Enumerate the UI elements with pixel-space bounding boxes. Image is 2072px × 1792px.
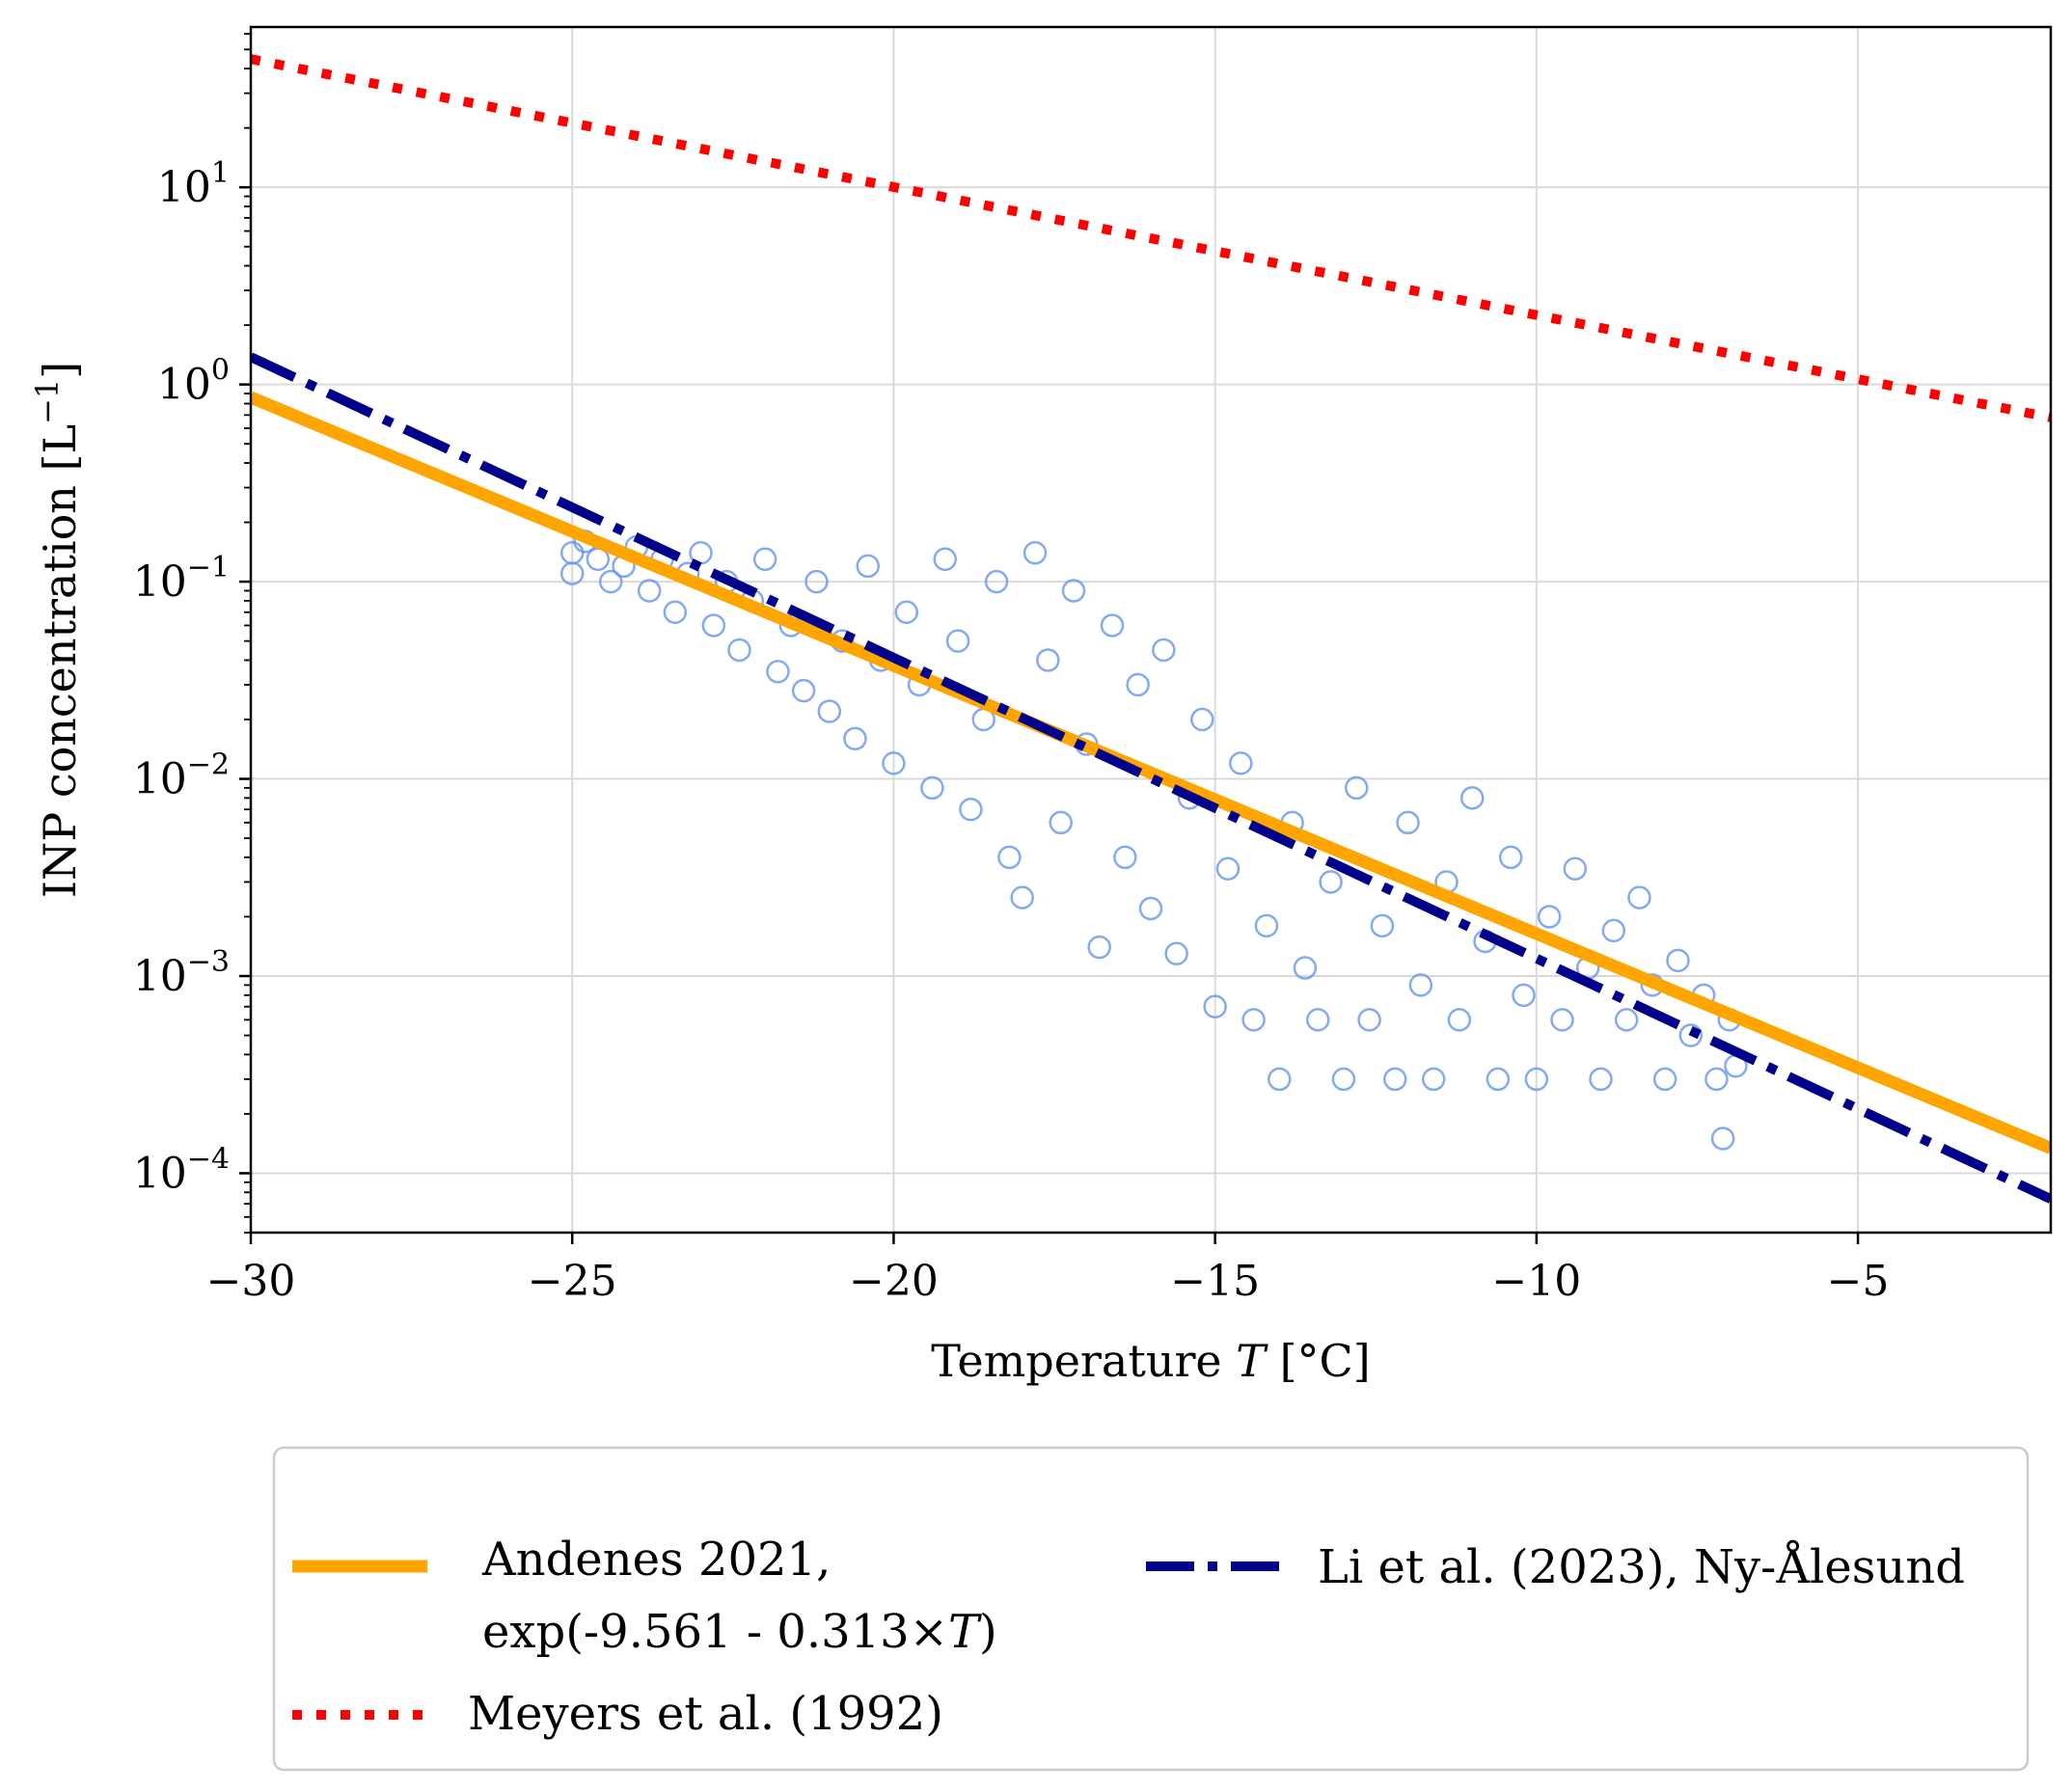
scatter-point [1022, 540, 1048, 565]
scatter-point [984, 569, 1009, 594]
scatter-point [882, 751, 906, 775]
x-tick-label: −30 [206, 1257, 296, 1306]
scatter-point [1331, 1067, 1356, 1092]
scatter-point [1678, 1023, 1704, 1047]
line-andenes-2021 [251, 392, 2051, 1154]
scatter-point [766, 660, 790, 684]
scatter-point [1152, 638, 1176, 663]
y-tick-label: 100 [157, 354, 230, 410]
scatter-point [1382, 1067, 1407, 1092]
scatter-point [1408, 973, 1433, 997]
scatter-point [1512, 983, 1536, 1008]
scatter-point [997, 845, 1022, 870]
y-tick-label: 101 [157, 156, 230, 212]
scatter-point [843, 726, 867, 751]
x-tick-label: −5 [1827, 1257, 1890, 1306]
line-meyers-1992 [251, 54, 2051, 422]
scatter-point [1345, 775, 1369, 801]
x-tick-label: −20 [849, 1257, 939, 1306]
scatter-point [1241, 1008, 1266, 1032]
scatter-point [1138, 896, 1163, 921]
scatter-point [1203, 994, 1227, 1018]
scatter-point [1229, 751, 1253, 775]
line-li-2023 [251, 352, 2051, 1204]
scatter-point [1215, 856, 1240, 882]
legend: Andenes 2021, exp(-9.561 - 0.313×T) Meye… [272, 1446, 2030, 1772]
scatter-point [1447, 1008, 1472, 1032]
scatter-point [1190, 707, 1214, 732]
x-tick-label: −15 [1170, 1257, 1260, 1306]
scatter-point [817, 699, 842, 723]
y-axis-label: INP concentration [L−1] [29, 362, 86, 898]
scatter-point [945, 629, 970, 653]
scatter-point [1100, 613, 1125, 638]
scatter-point [1254, 913, 1279, 938]
scatter-series [559, 529, 1748, 1151]
scatter-point [933, 547, 957, 572]
scatter-point [1614, 1008, 1639, 1032]
scatter-point [1396, 810, 1420, 835]
scatter-point [559, 561, 585, 585]
legend-label-andenes-line1: Andenes 2021, [481, 1533, 831, 1587]
scatter-point [1550, 1008, 1574, 1032]
scatter-point [1113, 845, 1137, 870]
scatter-point [1126, 672, 1150, 697]
scatter-point [1563, 856, 1588, 882]
scatter-point [1319, 870, 1343, 894]
scatter-point [1666, 948, 1690, 973]
x-tick-label: −10 [1491, 1257, 1581, 1306]
scatter-point [804, 569, 829, 594]
scatter-point [1589, 1067, 1613, 1092]
scatter-point [663, 600, 688, 625]
scatter-point [1704, 1067, 1729, 1092]
x-tick-label: −25 [528, 1257, 617, 1306]
scatter-point [1357, 1008, 1381, 1032]
scatter-point [1061, 579, 1086, 603]
legend-label-li: Li et al. (2023), Ny-Ålesund [1318, 1539, 1965, 1594]
legend-frame [272, 1446, 2030, 1772]
scatter-point [1036, 648, 1060, 672]
plot-frame [249, 25, 2053, 1235]
scatter-point [598, 569, 623, 594]
legend-label-meyers: Meyers et al. (1992) [468, 1687, 943, 1741]
scatter-point [1537, 905, 1562, 929]
scatter-point [1010, 885, 1034, 910]
scatter-point [920, 775, 944, 801]
scatter-point [1486, 1067, 1511, 1092]
y-tick-label: 10−1 [133, 551, 230, 607]
scatter-point [959, 797, 983, 822]
scatter-point [1293, 956, 1318, 980]
scatter-point [1049, 810, 1073, 835]
scatter-point [1459, 786, 1485, 810]
scatter-point [1710, 1127, 1735, 1151]
y-tick-label: 10−3 [133, 945, 230, 1001]
line-series [251, 54, 2051, 1204]
legend-label-andenes-line2: exp(-9.561 - 0.313×T) [482, 1605, 997, 1659]
scatter-point [1524, 1067, 1549, 1092]
scatter-point [856, 554, 881, 579]
scatter-point [791, 678, 816, 703]
scatter-point [637, 579, 662, 603]
scatter-point [1087, 935, 1111, 960]
plot-area [251, 54, 2051, 1204]
y-tick-label: 10−2 [133, 748, 230, 804]
scatter-point [1601, 918, 1626, 943]
scatter-point [1627, 885, 1651, 910]
scatter-point [1306, 1008, 1330, 1032]
scatter-point [1164, 941, 1188, 965]
axis-ticks: −30 −25 −20 −15 −10 −5 10−4 10−3 10−2 10−1 100 101 [133, 33, 1890, 1306]
scatter-point [1498, 845, 1523, 870]
grid [250, 27, 2051, 1233]
scatter-point [1370, 913, 1395, 938]
scatter-point [894, 600, 919, 625]
scatter-point [1421, 1067, 1446, 1092]
scatter-point [1652, 1067, 1677, 1092]
scatter-point [701, 613, 726, 638]
x-axis-label: Temperature T [°C] [931, 1335, 1370, 1387]
scatter-point [1268, 1067, 1292, 1092]
y-tick-label: 10−4 [133, 1142, 230, 1198]
scatter-point [727, 638, 751, 663]
scatter-point [752, 547, 777, 572]
